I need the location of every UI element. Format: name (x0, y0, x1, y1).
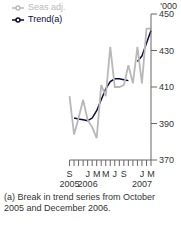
html-text:(a) Break in trend series from: (a) Break in trend series from October 2… (4, 192, 156, 213)
svg-text:M: M (147, 169, 155, 179)
svg-text:M: M (93, 169, 101, 179)
html-text:Trend(a): Trend(a) (28, 14, 63, 25)
svg-text:2005: 2005 (60, 179, 80, 188)
svg-text:S: S (121, 169, 127, 179)
svg-text:370: 370 (159, 155, 173, 165)
svg-text:410: 410 (159, 82, 173, 92)
svg-text:2007: 2007 (132, 179, 152, 188)
svg-text:J: J (113, 169, 118, 179)
svg-text:450: 450 (159, 9, 173, 19)
svg-text:430: 430 (159, 46, 173, 56)
svg-text:2006: 2006 (78, 179, 98, 188)
svg-text:J: J (85, 169, 90, 179)
svg-text:S: S (67, 169, 73, 179)
svg-text:J: J (140, 169, 145, 179)
html-text:'000: '000 (160, 1, 177, 11)
html-text:Seas adj.: Seas adj. (28, 2, 66, 13)
svg-text:M: M (102, 169, 110, 179)
svg-text:390: 390 (159, 119, 173, 129)
